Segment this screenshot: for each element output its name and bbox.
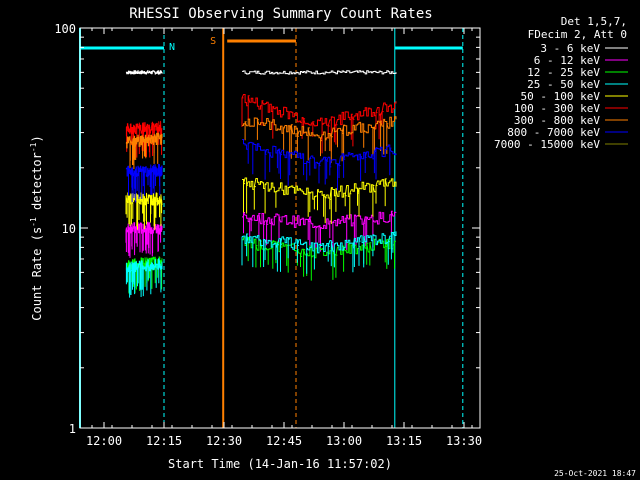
legend-label-7000-15000-kev: 7000 - 15000 keV [494, 138, 600, 151]
x-tick-label: 13:00 [326, 434, 362, 448]
series-25-50-kev-trace [125, 258, 163, 298]
saa-label: S [210, 36, 216, 47]
x-axis-label: Start Time (14-Jan-16 11:57:02) [168, 457, 392, 471]
y-tick-label: 10 [62, 222, 76, 236]
legend-label-25-50-kev: 25 - 50 keV [527, 78, 600, 91]
legend-label-3-6-kev: 3 - 6 keV [540, 42, 600, 55]
legend-header-line-2: FDecim 2, Att 0 [528, 28, 627, 41]
x-tick-label: 12:45 [266, 434, 302, 448]
y-axis-label: Count Rate (s-1 detector-1) [29, 135, 44, 320]
series-25-50-kev-trace [241, 231, 397, 274]
x-tick-label: 12:15 [146, 434, 182, 448]
legend-label-6-12-kev: 6 - 12 keV [534, 54, 601, 67]
series-6-12-kev-trace [242, 210, 397, 252]
y-tick-label: 100 [54, 22, 76, 36]
plot-area: NS [79, 28, 464, 428]
series-3-6-kev-trace [125, 70, 163, 75]
x-tick-label: 12:30 [206, 434, 242, 448]
legend-header-line-1: Det 1,5,7, [561, 15, 627, 28]
legend-label-100-300-kev: 100 - 300 keV [514, 102, 600, 115]
x-tick-label: 12:00 [86, 434, 122, 448]
x-tick-label: 13:15 [386, 434, 422, 448]
axes: 12:00 12:15 12:30 12:45 13:00 13:15 13:30 1 10 10… [54, 22, 482, 448]
series-800-7000-kev-trace [125, 163, 163, 203]
series-50-100-kev-trace [242, 177, 397, 224]
series-3-6-kev-trace [242, 70, 397, 75]
legend-label-800-7000-kev: 800 - 7000 keV [507, 126, 600, 139]
series-300-800-kev-trace [242, 116, 397, 163]
legend-label-12-25-kev: 12 - 25 keV [527, 66, 600, 79]
series-300-800-kev-trace [125, 132, 163, 171]
x-tick-label: 13:30 [446, 434, 482, 448]
series-800-7000-kev-trace [242, 139, 397, 191]
series-50-100-kev-trace [125, 192, 163, 230]
legend-label-300-800-kev: 300 - 800 keV [514, 114, 600, 127]
night-label: N [169, 42, 175, 53]
legend-label-50-100-kev: 50 - 100 keV [521, 90, 601, 103]
timestamp-footer: 25-Oct-2021 18:47 [554, 469, 636, 478]
y-tick-label: 1 [69, 422, 76, 436]
series-100-300-kev-trace [241, 94, 397, 154]
chart-title: RHESSI Observing Summary Count Rates [129, 6, 432, 22]
series-6-12-kev-trace [125, 221, 163, 258]
